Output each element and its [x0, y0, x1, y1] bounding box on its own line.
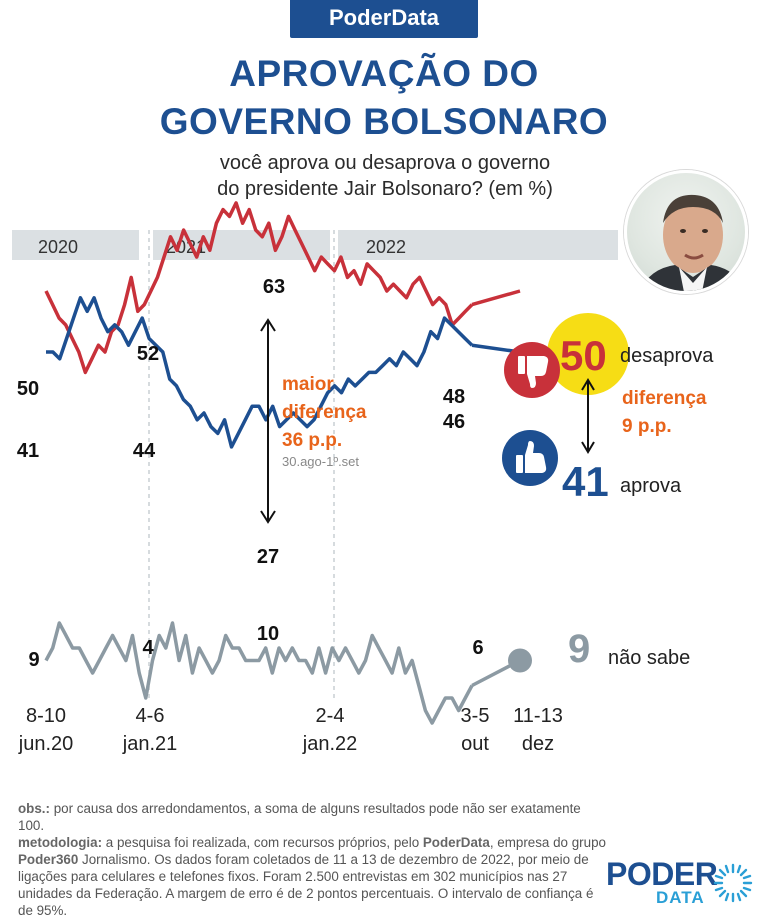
x-label-4-line2: out [461, 733, 489, 755]
desaprova-highlight [547, 313, 629, 395]
methodology-brand2: Poder360 [18, 852, 79, 867]
year-band-2022 [338, 230, 618, 260]
footnotes: obs.: por causa dos arredondamentos, a s… [18, 800, 608, 919]
x-label-5-line2: dez [522, 733, 554, 755]
x-label-3-line1: 2-4 [316, 705, 345, 727]
final-diff-line2: 9 p.p. [622, 416, 672, 437]
point-label-5: 41 [17, 440, 39, 462]
nao-sabe-final-label: não sabe [608, 647, 690, 669]
max-gap-date: 30.ago-1º.set [282, 454, 359, 469]
max-gap-line2: diferença [282, 402, 367, 423]
max-gap-arrowhead-top [260, 318, 276, 332]
methodology-note: metodologia: a pesquisa foi realizada, c… [18, 834, 608, 919]
president-photo [624, 170, 748, 294]
point-label-1: 50 [17, 378, 39, 400]
obs-text: por causa dos arredondamentos, a soma de… [18, 801, 581, 833]
survey-question-line1: você aprova ou desaprova o governo [219, 152, 551, 174]
x-label-4-line1: 3-5 [461, 705, 490, 727]
page-title-line1: APROVAÇÃO DO [229, 53, 539, 94]
desaprova-final-segment [471, 289, 521, 307]
point-label-8: 46 [443, 411, 465, 433]
year-band-2020 [12, 230, 139, 260]
point-label-2: 52 [137, 343, 159, 365]
nao-sabe-series-line [44, 621, 474, 725]
methodology-brand: PoderData [422, 835, 490, 850]
survey-question-line2: do presidente Jair Bolsonaro? (em %) [217, 178, 553, 200]
aprova-series-line [46, 296, 474, 449]
logo-burst-icon [713, 863, 753, 903]
max-gap-line3: 36 p.p. [282, 430, 342, 451]
x-label-1-line2: jun.20 [18, 733, 74, 755]
max-gap-arrowhead-bottom [260, 510, 276, 524]
desaprova-series-line [44, 201, 474, 375]
point-label-4: 48 [443, 386, 465, 408]
x-label-1-line1: 8-10 [26, 705, 66, 727]
page-title-line2: GOVERNO BOLSONARO [159, 101, 609, 142]
nao-sabe-final-value: 9 [568, 627, 590, 671]
x-axis-labels: 8-10 jun.20 4-6 jan.21 2-4 jan.22 3-5 ou… [18, 705, 563, 755]
point-label-7: 27 [257, 546, 279, 568]
methodology-text3: Jornalismo. Os dados foram coletados de … [18, 852, 594, 918]
desaprova-final-value: 50 [560, 332, 607, 379]
final-diff-arrowhead-top [581, 378, 595, 391]
final-results: 50 desaprova 41 aprova diferença 9 p.p. … [502, 313, 714, 671]
year-label-2020: 2020 [38, 237, 78, 257]
survey-question: você aprova ou desaprova o governo do pr… [150, 150, 620, 202]
x-label-5-line1: 11-13 [513, 705, 563, 727]
methodology-text1: a pesquisa foi realizada, com recursos p… [102, 835, 423, 850]
thumbs-down-icon [518, 356, 549, 388]
brand-badge: PoderData [290, 0, 478, 38]
desaprova-final-label: desaprova [620, 345, 714, 367]
point-label-3: 63 [263, 276, 285, 298]
point-labels: 50 52 63 48 41 44 27 46 9 4 10 6 [17, 276, 484, 671]
series-layer [44, 201, 532, 725]
x-label-2-line2: jan.21 [122, 733, 178, 755]
x-label-2-line1: 4-6 [136, 705, 165, 727]
x-label-3-line2: jan.22 [302, 733, 358, 755]
methodology-text2: , empresa do grupo [489, 835, 606, 850]
point-label-9: 9 [28, 649, 39, 671]
obs-label: obs.: [18, 801, 50, 816]
logo-word-data: DATA [656, 888, 705, 907]
obs-note: obs.: por causa dos arredondamentos, a s… [18, 800, 608, 834]
final-diff-line1: diferença [622, 388, 707, 409]
methodology-label: metodologia: [18, 835, 103, 850]
thumbs-up-icon [516, 441, 547, 473]
poderdata-logo: PODER DATA [606, 856, 756, 912]
point-label-6: 44 [133, 440, 156, 462]
aprova-final-label: aprova [620, 475, 682, 497]
point-label-10: 4 [142, 637, 154, 659]
point-label-12: 6 [472, 637, 483, 659]
point-label-11: 10 [257, 623, 279, 645]
aprova-final-value: 41 [562, 458, 609, 505]
year-label-2022: 2022 [366, 237, 406, 257]
logo-word-poder: PODER [606, 856, 718, 892]
max-gap-annotation: maior diferença 36 p.p. 30.ago-1º.set [260, 318, 367, 524]
nao-sabe-final-dot [508, 648, 532, 673]
max-gap-line1: maior [282, 374, 334, 395]
final-diff-arrowhead-bottom [581, 441, 595, 454]
year-bands: 2020 2021 2022 [12, 230, 618, 260]
